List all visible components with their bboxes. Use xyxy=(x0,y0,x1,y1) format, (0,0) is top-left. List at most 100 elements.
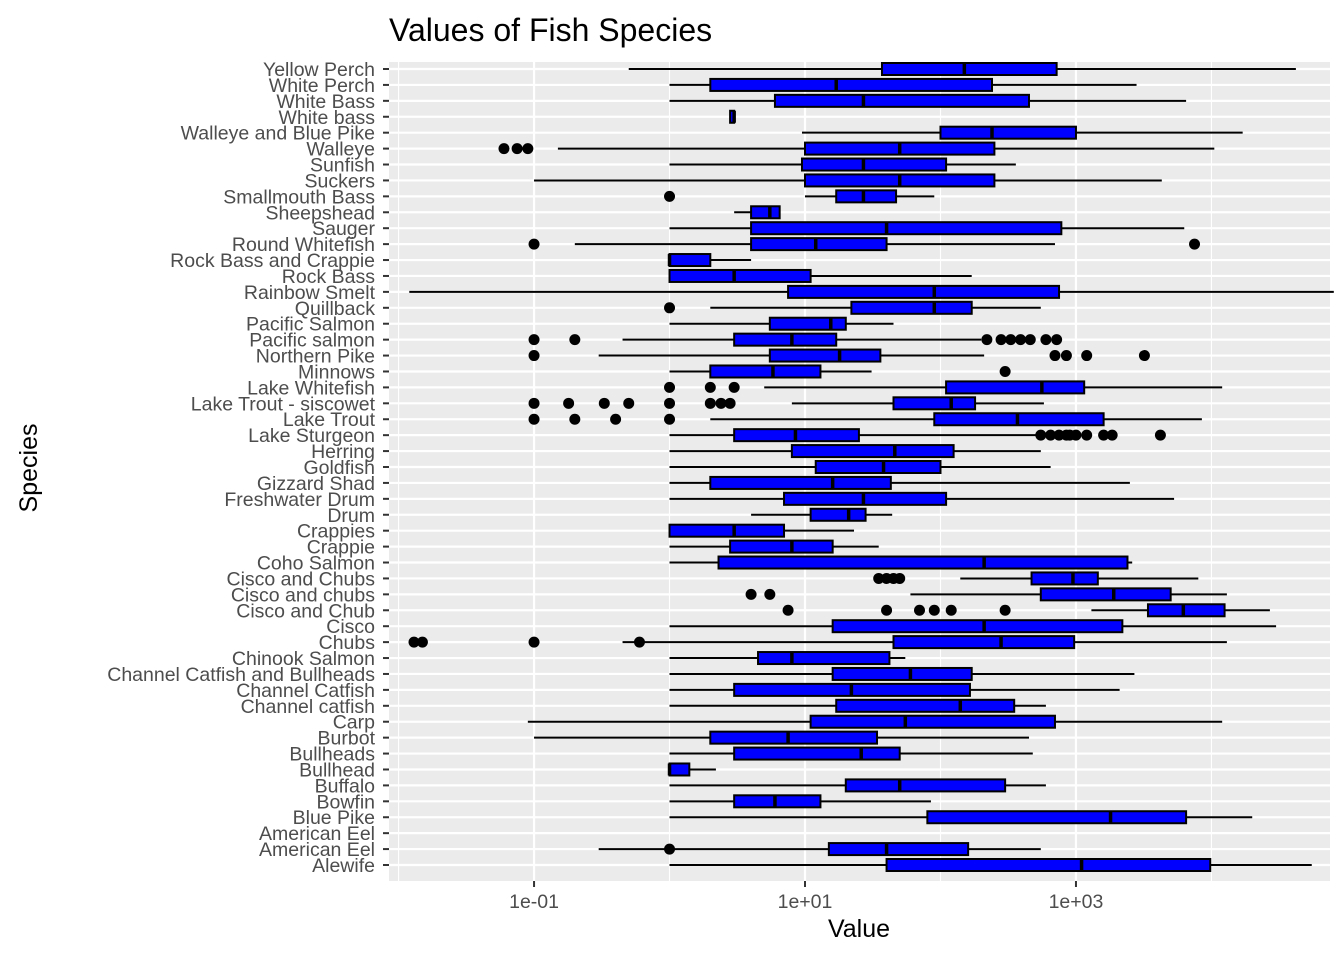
outlier-point xyxy=(913,604,925,616)
outlier-point xyxy=(598,397,610,409)
y-tick-label: Walleye and Blue Pike xyxy=(181,123,375,145)
y-tick-label: Rock Bass xyxy=(282,266,375,288)
outlier-point xyxy=(928,604,940,616)
box xyxy=(892,396,977,411)
box xyxy=(831,619,1124,634)
y-tick-label: Carp xyxy=(333,712,375,734)
outlier-point xyxy=(664,190,676,202)
y-tick-label: Rock Bass and Crappie xyxy=(170,250,375,272)
y-tick-label: Cisco and Chub xyxy=(236,600,375,622)
y-tick-label: Bullheads xyxy=(289,744,375,766)
y-tick-label: Cisco xyxy=(326,616,375,638)
box xyxy=(668,762,691,777)
outlier-point xyxy=(1024,334,1036,346)
box xyxy=(831,666,973,681)
box xyxy=(809,507,867,522)
box xyxy=(880,62,1058,76)
outlier-point xyxy=(1005,334,1017,346)
box xyxy=(750,221,1063,236)
outlier-point xyxy=(1081,350,1093,362)
y-tick-label: Lake Sturgeon xyxy=(248,425,375,447)
outlier-point xyxy=(511,143,523,155)
x-tick-label: 1e+01 xyxy=(778,891,833,913)
box xyxy=(814,460,942,474)
outlier-point xyxy=(995,334,1007,346)
y-tick-label: White Bass xyxy=(276,91,375,113)
y-tick-label: Freshwater Drum xyxy=(224,489,375,511)
box xyxy=(835,189,898,204)
y-tick-label: Channel Catfish and Bullheads xyxy=(107,664,375,686)
box xyxy=(717,555,1129,570)
outlier-point xyxy=(528,238,540,250)
y-tick-label: Pacific Salmon xyxy=(246,314,375,336)
outlier-point xyxy=(873,572,885,584)
y-tick-label: Chinook Salmon xyxy=(232,648,375,670)
outlier-point xyxy=(1035,429,1047,441)
box xyxy=(668,253,712,268)
box xyxy=(850,300,973,315)
box xyxy=(768,348,882,363)
y-tick-label: Crappies xyxy=(297,521,375,543)
outlier-point xyxy=(715,397,727,409)
y-tick-label: Yellow Perch xyxy=(263,59,375,81)
outlier-point xyxy=(408,636,420,648)
box xyxy=(733,746,901,761)
outlier-point xyxy=(664,381,676,393)
y-tick-label: Lake Whitefish xyxy=(247,377,375,399)
box xyxy=(844,778,1007,793)
outlier-point xyxy=(1045,429,1057,441)
y-tick-label: Quillback xyxy=(295,298,375,320)
box xyxy=(757,651,891,666)
outlier-point xyxy=(894,572,906,584)
outlier-point xyxy=(522,143,534,155)
outlier-point xyxy=(563,397,575,409)
y-tick-label: Channel Catfish xyxy=(236,680,375,702)
outlier-point xyxy=(999,365,1011,377)
y-tick-label: American Eel xyxy=(259,823,375,845)
y-tick-label: Bowfin xyxy=(316,791,375,813)
outlier-point xyxy=(664,843,676,855)
y-tick-label: Bullhead xyxy=(299,759,375,781)
outlier-point xyxy=(1154,429,1166,441)
outlier-point xyxy=(981,334,993,346)
y-tick-label: Sheepshead xyxy=(265,202,375,224)
outlier-point xyxy=(782,604,794,616)
outlier-point xyxy=(1040,334,1052,346)
x-tick-label: 1e+03 xyxy=(1049,891,1104,913)
outlier-point xyxy=(569,413,581,425)
outlier-point xyxy=(764,588,776,600)
outlier-point xyxy=(664,302,676,314)
outlier-point xyxy=(999,604,1011,616)
y-axis-title: Species xyxy=(15,424,43,513)
box xyxy=(809,714,1056,729)
y-tick-label: Lake Trout xyxy=(283,409,376,431)
box xyxy=(800,157,948,172)
box xyxy=(709,364,822,379)
y-tick-label: Walleye xyxy=(306,139,375,161)
box xyxy=(926,810,1188,825)
y-tick-label: Lake Trout - siscowet xyxy=(191,393,376,415)
outlier-point xyxy=(528,350,540,362)
y-tick-label: Cisco and Chubs xyxy=(227,568,376,590)
outlier-point xyxy=(1070,429,1082,441)
outlier-point xyxy=(1081,429,1093,441)
box xyxy=(668,523,786,538)
y-tick-label: Channel catfish xyxy=(241,696,375,718)
y-tick-label: Cisco and chubs xyxy=(231,584,375,606)
box xyxy=(885,858,1212,872)
y-tick-label: Pacific salmon xyxy=(249,330,375,352)
outlier-point xyxy=(528,413,540,425)
y-tick-label: Round Whitefish xyxy=(232,234,375,256)
outlier-point xyxy=(728,381,740,393)
outlier-point xyxy=(416,636,428,648)
y-tick-label: Alewife xyxy=(312,855,375,877)
box xyxy=(668,268,812,283)
y-tick-label: Drum xyxy=(327,505,375,527)
y-tick-label: Northern Pike xyxy=(256,346,375,368)
box xyxy=(1146,603,1226,618)
outlier-point xyxy=(704,397,716,409)
outlier-point xyxy=(528,397,540,409)
y-tick-label: Minnows xyxy=(298,361,375,383)
